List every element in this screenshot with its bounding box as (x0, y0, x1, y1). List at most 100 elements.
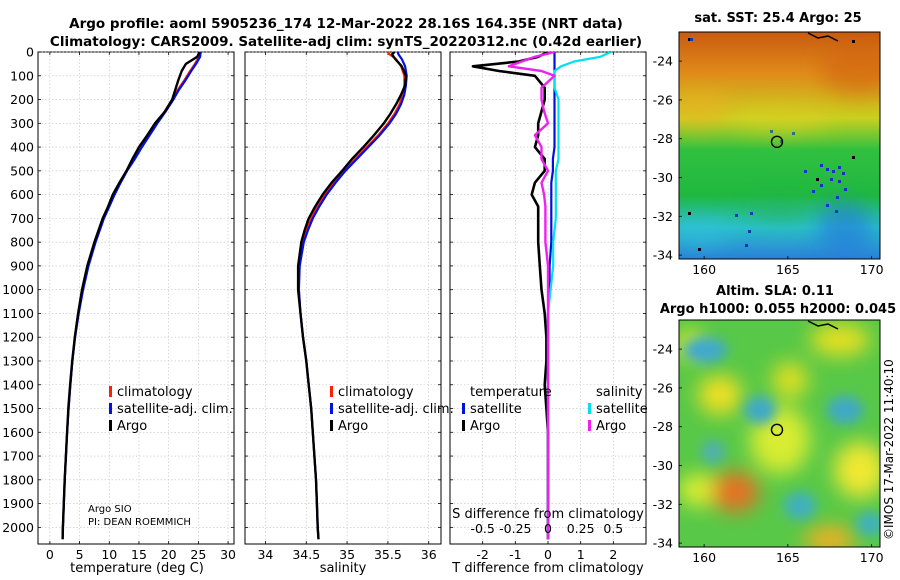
missing-pixel (690, 38, 693, 41)
missing-pixel (812, 190, 815, 193)
depth-axis: 0 100 200 300 400 500 600 700 800 900 1000 1100 1200… (2, 45, 34, 535)
missing-pixel (835, 210, 838, 213)
annotation-pi: PI: DEAN ROEMMICH (88, 517, 191, 528)
missing-pixel (698, 248, 701, 251)
missing-pixel (830, 178, 833, 181)
series-group (471, 52, 612, 540)
sla-map-axes: 160 165 170 -24 -26 -28 -30 -32 -34 (653, 342, 884, 565)
depth-tick-label: 1000 (2, 282, 34, 297)
temperature-xlabel: temperature (deg C) (70, 561, 204, 576)
series-group (296, 52, 408, 540)
missing-pixel (745, 244, 748, 247)
coastline (807, 320, 839, 330)
missing-pixel (826, 204, 829, 207)
sla-map-title-2: Argo h1000: 0.055 h2000: 0.045 (660, 302, 896, 317)
map-x-tick-label: 170 (860, 550, 884, 565)
depth-tick-label: 800 (10, 235, 34, 250)
map-y-tick-label: -34 (653, 536, 673, 551)
missing-pixel (748, 230, 751, 233)
missing-pixel (826, 168, 829, 171)
legend-label-satellite: satellite-adj. clim. (338, 402, 454, 417)
x-tick-label: 35.5 (374, 547, 402, 562)
sst-map-title: sat. SST: 25.4 Argo: 25 (694, 11, 861, 26)
map-y-tick-label: -24 (653, 54, 673, 69)
map-y-tick-label: -26 (653, 380, 673, 395)
legend-swatch-satellite (109, 403, 112, 414)
depth-tick-label: 1400 (2, 377, 34, 392)
temperature-panel: 0 5 10 15 20 25 30 (37, 51, 236, 562)
missing-pixel (838, 180, 841, 183)
series-line-argo (61, 52, 201, 540)
imos-stamp: ©IMOS 17-Mar-2022 11:40:10 (882, 359, 896, 540)
plot-frame (244, 51, 442, 545)
legend-header-temperature: temperature (470, 385, 552, 400)
x-tick-label: 2 (609, 547, 617, 562)
difference-panel: -2 -1 0 1 2 -0.5 -0.25 0 0.25 0.5 (449, 51, 647, 562)
depth-tick-label: 2000 (2, 520, 34, 535)
legend-label-t-satellite: satellite (470, 402, 522, 417)
missing-pixel (792, 132, 795, 135)
map-x-tick-label: 170 (860, 262, 884, 277)
missing-pixel (780, 140, 783, 143)
legend-swatch-argo (330, 420, 333, 431)
series-line-salinity-argo (507, 52, 556, 540)
depth-tick-label: 0 (26, 45, 34, 60)
legend-label-climatology: climatology (117, 385, 193, 400)
sla-map-frame (678, 319, 881, 548)
x-tick-label: -1 (509, 547, 521, 562)
legend-label-satellite: satellite-adj. clim. (117, 402, 233, 417)
sla-map-title-1: Altim. SLA: 0.11 (716, 284, 834, 299)
sst-map: sat. SST: 25.4 Argo: 25 160 165 170 -24 -26 -… (653, 11, 884, 277)
x-tick-label: 34.5 (292, 547, 320, 562)
depth-tick-label: 1700 (2, 449, 34, 464)
legend-swatch-climatology (109, 386, 112, 397)
missing-pixel (852, 156, 855, 159)
map-x-tick-label: 165 (776, 262, 800, 277)
sst-map-frame (678, 31, 881, 260)
depth-tick-label: 500 (10, 163, 34, 178)
legend-swatch-t-argo (462, 420, 465, 431)
series-line-argo (296, 52, 408, 540)
salinity-legend: climatology satellite-adj. clim. Argo (330, 385, 454, 434)
difference-legend: temperature salinity satellite Argo sate… (462, 385, 648, 434)
map-y-tick-label: -26 (653, 92, 673, 107)
argo-location-marker (770, 135, 784, 149)
legend-label-t-argo: Argo (470, 419, 500, 434)
map-x-tick-label: 165 (776, 550, 800, 565)
depth-tick-label: 1600 (2, 425, 34, 440)
legend-label-argo: Argo (338, 419, 368, 434)
legend-swatch-climatology (330, 386, 333, 397)
x-tick-label: 34 (257, 547, 273, 562)
legend-swatch-s-satellite (588, 403, 591, 414)
missing-pixel (816, 178, 819, 181)
series-group (61, 52, 202, 540)
x-tick-label: 25 (190, 547, 206, 562)
title-line-2: Climatology: CARS2009. Satellite-adj cli… (50, 34, 642, 50)
missing-pixel (844, 188, 847, 191)
depth-tick-label: 1300 (2, 353, 34, 368)
map-y-tick-label: -28 (653, 131, 673, 146)
map-y-tick-label: -28 (653, 419, 673, 434)
legend-label-climatology: climatology (338, 385, 414, 400)
depth-tick-label: 700 (10, 211, 34, 226)
x-tick-label: 36 (421, 547, 437, 562)
x-tick-label: 15 (131, 547, 147, 562)
difference-xlabel: T difference from climatology (451, 561, 644, 576)
map-y-tick-label: -34 (653, 248, 673, 263)
plot-frame (37, 51, 235, 545)
map-y-tick-label: -32 (653, 497, 673, 512)
salinity-panel: 34 34.5 35 35.5 36 (244, 51, 442, 562)
legend-swatch-s-argo (588, 420, 591, 431)
depth-tick-label: 100 (10, 68, 34, 83)
x-tick-label: 1 (577, 547, 585, 562)
depth-tick-label: 300 (10, 116, 34, 131)
s-diff-tick-label: 0.25 (567, 521, 595, 536)
depth-tick-label: 1500 (2, 401, 34, 416)
x-tick-label: 0 (46, 547, 54, 562)
missing-pixel (688, 38, 691, 41)
missing-pixel (820, 184, 823, 187)
map-y-tick-label: -24 (653, 342, 673, 357)
legend-header-salinity: salinity (596, 385, 643, 400)
salinity-xlabel: salinity (320, 561, 367, 576)
title-line-1: Argo profile: aoml 5905236_174 12-Mar-20… (69, 16, 623, 32)
